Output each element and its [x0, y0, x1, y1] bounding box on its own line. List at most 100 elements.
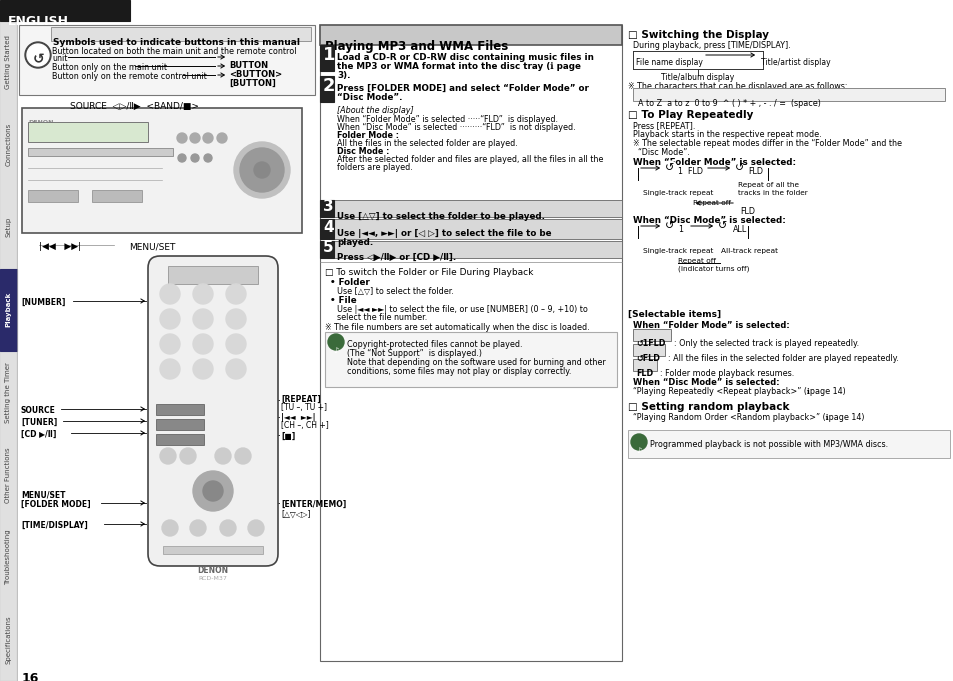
- Bar: [51, 27, 311, 41]
- Bar: [319, 25, 621, 45]
- Text: [Selectable items]: [Selectable items]: [627, 310, 720, 319]
- Bar: [319, 219, 334, 239]
- Text: (The “Not Support”  is displayed.): (The “Not Support” is displayed.): [347, 349, 481, 358]
- Text: File name display: File name display: [636, 58, 702, 67]
- Text: SOURCE: SOURCE: [21, 406, 56, 415]
- Text: Use |◄◄, ►►| or [◁ ▷] to select the file to be: Use |◄◄, ►►| or [◁ ▷] to select the file…: [336, 229, 551, 238]
- Text: Title/artist display: Title/artist display: [760, 58, 830, 67]
- Text: Specifications: Specifications: [6, 616, 11, 664]
- Text: ALL: ALL: [732, 225, 746, 234]
- Text: When “Folder Mode” is selected:: When “Folder Mode” is selected:: [633, 321, 789, 330]
- Circle shape: [226, 359, 246, 379]
- Text: ♪: ♪: [333, 346, 338, 355]
- Text: MENU/SET: MENU/SET: [129, 242, 175, 251]
- Circle shape: [328, 334, 344, 350]
- Text: 1: 1: [678, 225, 682, 234]
- Text: [REPEAT]: [REPEAT]: [281, 395, 320, 404]
- Circle shape: [191, 154, 199, 162]
- Text: [CD ▶/Ⅱ]: [CD ▶/Ⅱ]: [21, 430, 56, 439]
- Text: Setup: Setup: [6, 217, 11, 238]
- Text: MENU/SET: MENU/SET: [21, 490, 66, 499]
- Bar: [156, 404, 204, 415]
- Bar: [319, 200, 621, 217]
- Text: Load a CD-R or CD-RW disc containing music files in: Load a CD-R or CD-RW disc containing mus…: [336, 53, 594, 62]
- Text: Button located on both the main unit and the remote control: Button located on both the main unit and…: [52, 47, 296, 56]
- Text: |◄◄  ►►|: |◄◄ ►►|: [281, 413, 315, 422]
- Text: : All the files in the selected folder are played repeatedly.: : All the files in the selected folder a…: [667, 354, 898, 363]
- Text: When “Folder Mode” is selected:: When “Folder Mode” is selected:: [633, 158, 796, 167]
- Text: Note that depending on the software used for burning and other: Note that depending on the software used…: [347, 358, 605, 367]
- Bar: [28, 148, 172, 156]
- Text: <BUTTON>: <BUTTON>: [229, 70, 282, 79]
- Circle shape: [203, 481, 223, 501]
- Bar: [319, 241, 334, 258]
- Text: the MP3 or WMA format into the disc tray (ℹ page: the MP3 or WMA format into the disc tray…: [336, 62, 580, 71]
- Text: Repeat of all the: Repeat of all the: [738, 182, 799, 188]
- Text: Single-track repeat: Single-track repeat: [642, 190, 713, 196]
- Circle shape: [193, 471, 233, 511]
- Text: FLD: FLD: [636, 369, 653, 378]
- Text: When “Disc Mode” is selected:: When “Disc Mode” is selected:: [633, 378, 779, 387]
- Circle shape: [25, 42, 51, 68]
- Circle shape: [27, 44, 49, 66]
- Bar: [163, 546, 263, 554]
- Text: “Disc Mode”.: “Disc Mode”.: [336, 93, 402, 102]
- Circle shape: [160, 284, 180, 304]
- Bar: [168, 266, 257, 284]
- Text: select the file number.: select the file number.: [336, 313, 427, 322]
- Circle shape: [214, 448, 231, 464]
- Text: Playback: Playback: [6, 292, 11, 328]
- Text: FLD: FLD: [747, 168, 762, 176]
- Text: FLD: FLD: [740, 207, 754, 216]
- Text: played.: played.: [336, 238, 373, 247]
- Text: [TIME/DISPLAY]: [TIME/DISPLAY]: [21, 521, 88, 530]
- Text: tracks in the folder: tracks in the folder: [738, 190, 807, 196]
- Bar: [91, 190, 142, 202]
- Bar: [0, 0, 130, 21]
- Text: ↺: ↺: [664, 163, 674, 173]
- Text: • File: • File: [330, 296, 356, 305]
- Text: Playing MP3 and WMA Files: Playing MP3 and WMA Files: [325, 40, 508, 53]
- Text: A to Z  a to z  0 to 9  ^ ( ) * + , - . / =  (space): A to Z a to z 0 to 9 ^ ( ) * + , - . / =…: [638, 99, 820, 108]
- Text: When “Disc Mode” is selected:: When “Disc Mode” is selected:: [633, 216, 785, 225]
- Text: During playback, press [TIME/DISPLAY].: During playback, press [TIME/DISPLAY].: [633, 41, 790, 50]
- Text: “Playing Repeatedly <Repeat playback>” (ℹpage 14): “Playing Repeatedly <Repeat playback>” (…: [633, 387, 845, 396]
- Text: Folder Mode :: Folder Mode :: [336, 131, 398, 140]
- Text: Symbols used to indicate buttons in this manual: Symbols used to indicate buttons in this…: [53, 38, 299, 47]
- Text: All-track repeat: All-track repeat: [720, 248, 778, 254]
- Text: When “Disc Mode” is selected ·········“FLD”  is not displayed.: When “Disc Mode” is selected ·········“F…: [336, 123, 575, 132]
- Text: 3: 3: [323, 199, 334, 214]
- Text: Repeat off: Repeat off: [678, 258, 716, 264]
- Text: ※ The selectable repeat modes differ in the “Folder Mode” and the: ※ The selectable repeat modes differ in …: [633, 139, 901, 148]
- Circle shape: [203, 133, 213, 143]
- Text: (indicator turns off): (indicator turns off): [678, 266, 749, 272]
- Text: Connections: Connections: [6, 123, 11, 166]
- Circle shape: [216, 133, 227, 143]
- Text: Playback starts in the respective repeat mode.: Playback starts in the respective repeat…: [633, 130, 821, 139]
- Bar: [0, 268, 17, 351]
- Text: [CH –, CH +]: [CH –, CH +]: [281, 421, 329, 430]
- Text: DENON: DENON: [28, 120, 53, 125]
- Circle shape: [193, 334, 213, 354]
- Text: Use [△▽] to select the folder.: Use [△▽] to select the folder.: [336, 287, 454, 296]
- Circle shape: [630, 434, 646, 450]
- Circle shape: [226, 334, 246, 354]
- FancyBboxPatch shape: [148, 256, 277, 566]
- Text: |◀◀   ▶▶|: |◀◀ ▶▶|: [39, 242, 81, 251]
- Text: ↺: ↺: [734, 163, 743, 173]
- Text: [FOLDER MODE]: [FOLDER MODE]: [21, 500, 91, 509]
- Text: Press ◁▶/Ⅱ▶ or [CD ▶/Ⅱ].: Press ◁▶/Ⅱ▶ or [CD ▶/Ⅱ].: [336, 253, 456, 262]
- Circle shape: [226, 309, 246, 329]
- Circle shape: [226, 284, 246, 304]
- Text: Use |◄◄ ►►| to select the file, or use [NUMBER] (0 – 9, +10) to: Use |◄◄ ►►| to select the file, or use […: [336, 305, 587, 314]
- Bar: [28, 190, 78, 202]
- Circle shape: [160, 334, 180, 354]
- Circle shape: [193, 359, 213, 379]
- Text: Repeat off: Repeat off: [692, 200, 730, 206]
- Bar: [319, 76, 334, 102]
- Text: Button only on the main unit: Button only on the main unit: [52, 63, 167, 72]
- Text: All the files in the selected folder are played.: All the files in the selected folder are…: [336, 139, 517, 148]
- Text: [ENTER/MEMO]: [ENTER/MEMO]: [281, 500, 346, 509]
- Text: When “Folder Mode” is selected ·····“FLD”  is displayed.: When “Folder Mode” is selected ·····“FLD…: [336, 115, 558, 124]
- Text: Other Functions: Other Functions: [6, 447, 11, 503]
